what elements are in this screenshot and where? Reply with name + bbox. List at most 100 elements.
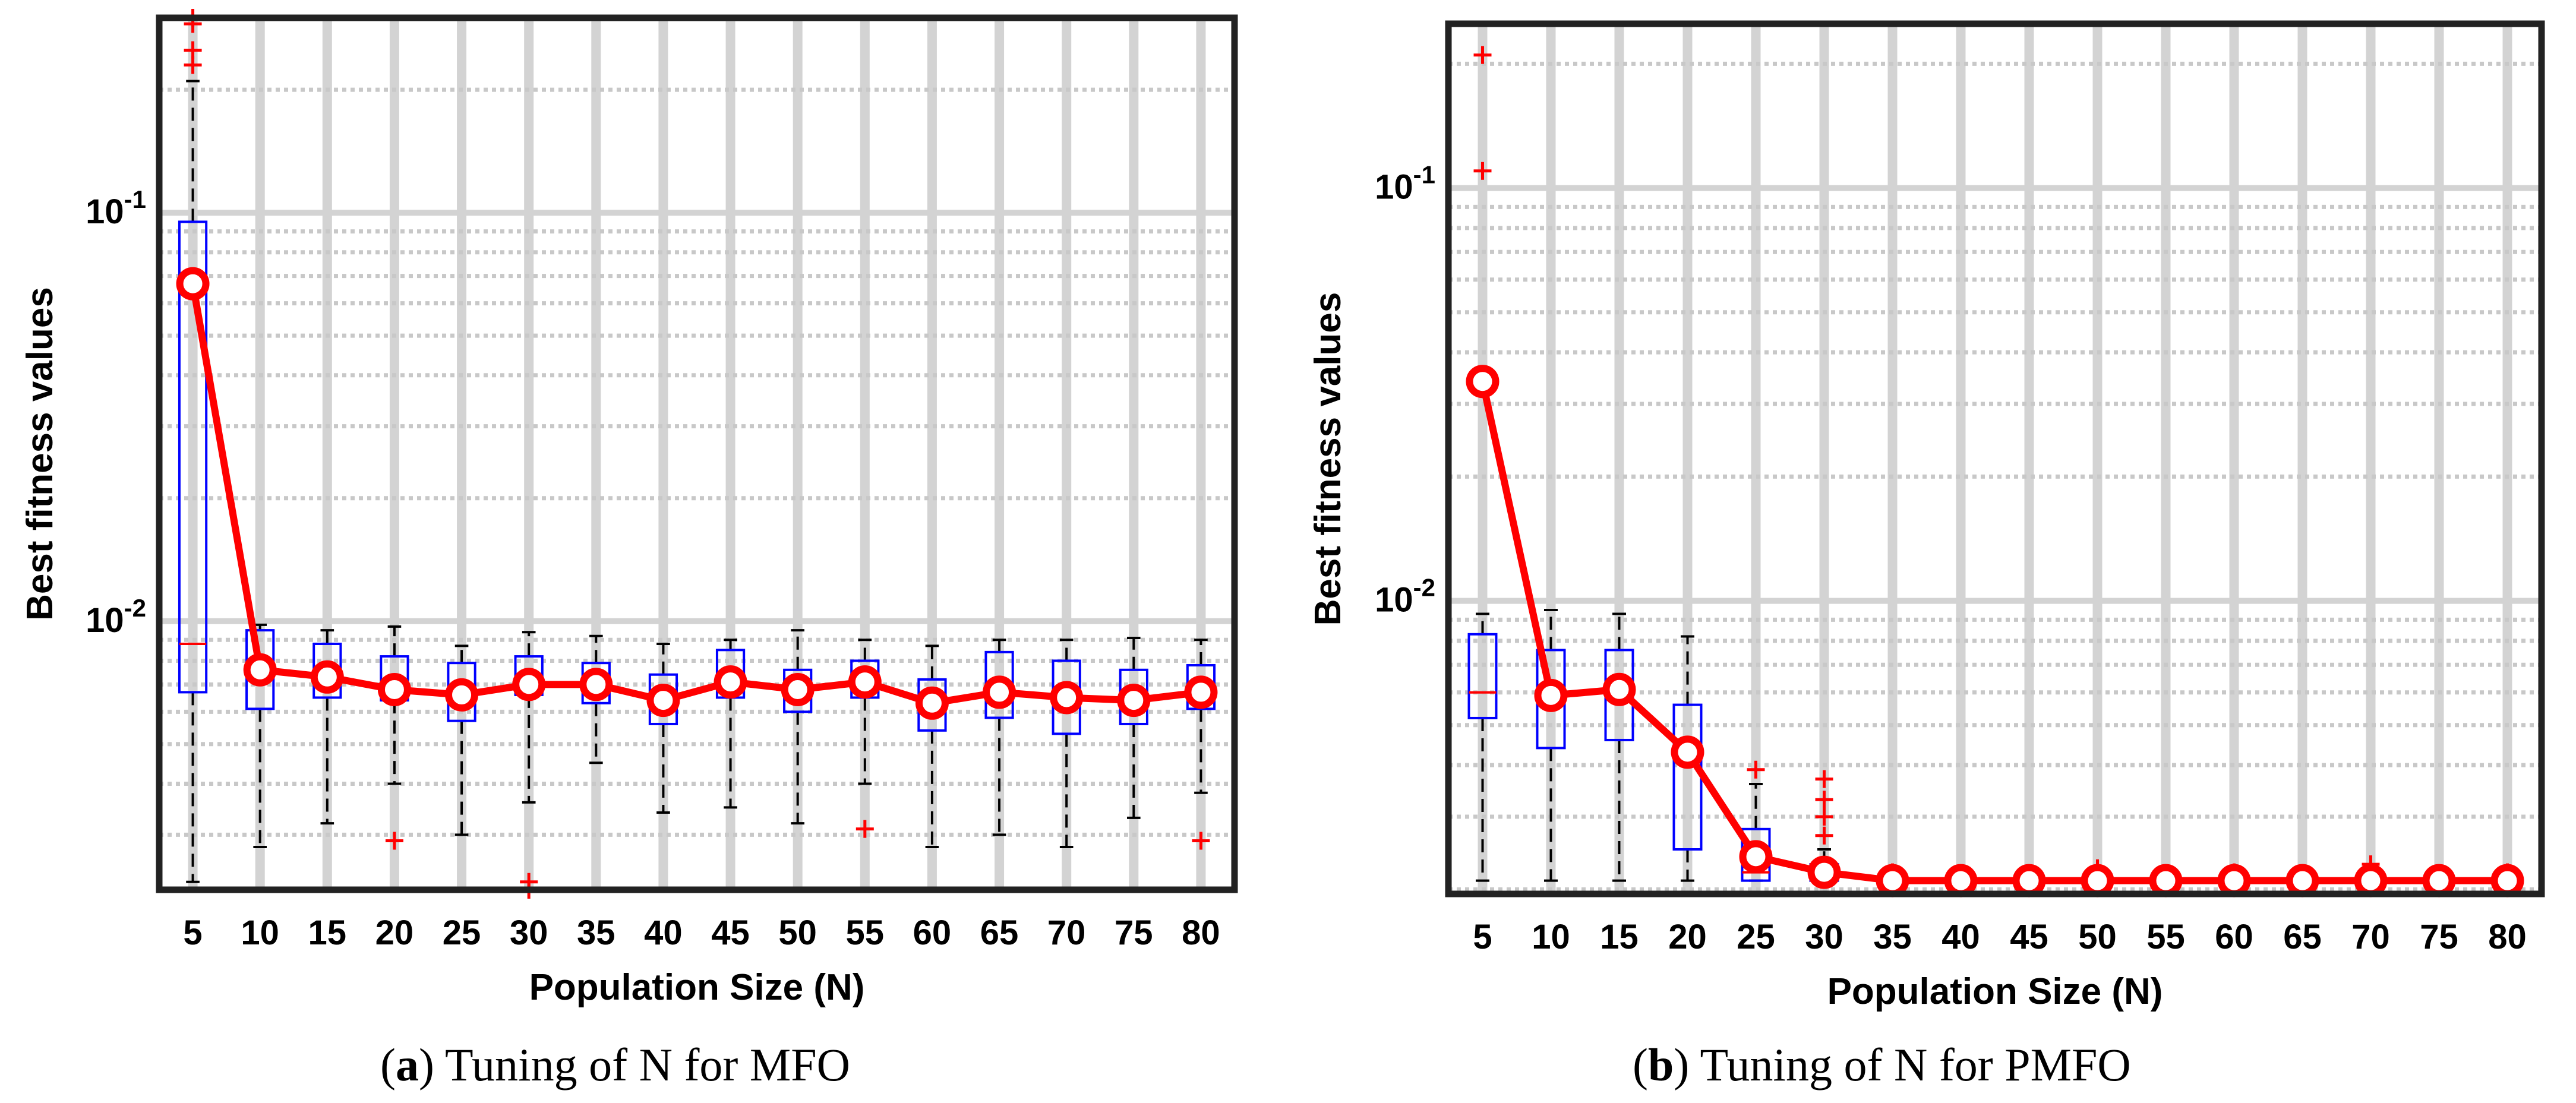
x-tick-label: 45 bbox=[2010, 918, 2048, 956]
mean-point bbox=[2149, 864, 2183, 897]
box bbox=[178, 220, 208, 694]
mean-point bbox=[1876, 864, 1909, 897]
mean-point bbox=[377, 672, 411, 706]
mean-point bbox=[310, 660, 344, 694]
mean-point bbox=[243, 653, 277, 687]
boxplot-75 bbox=[1119, 636, 1148, 819]
x-tick-label: 65 bbox=[980, 914, 1019, 952]
x-tick-label: 10 bbox=[241, 914, 279, 952]
x-tick-label: 80 bbox=[1182, 914, 1220, 952]
x-tick-label: 45 bbox=[711, 914, 750, 952]
boxplot-5 bbox=[178, 9, 208, 883]
mean-point bbox=[1117, 684, 1151, 718]
x-tick-label: 40 bbox=[1942, 918, 1980, 956]
mean-line bbox=[1479, 380, 2508, 884]
boxplot-5 bbox=[1467, 46, 1498, 882]
vertical-gridlines bbox=[1478, 24, 2512, 894]
x-tick-label: 50 bbox=[778, 914, 817, 952]
x-tick-label: 40 bbox=[644, 914, 683, 952]
mean-point bbox=[1534, 678, 1568, 712]
x-tick-label: 35 bbox=[577, 914, 615, 952]
mean-point bbox=[1739, 840, 1773, 874]
outlier-marker bbox=[1192, 832, 1210, 850]
y-axis-title: Best fitness values bbox=[20, 287, 61, 621]
mean-point bbox=[1807, 855, 1841, 889]
y-tick-label: 10-1 bbox=[1375, 161, 1435, 207]
x-tick-label: 35 bbox=[1873, 918, 1912, 956]
x-tick-label: 5 bbox=[1473, 918, 1492, 956]
mean-point bbox=[1050, 681, 1084, 715]
x-tick-label: 70 bbox=[2351, 918, 2390, 956]
mean-point bbox=[2354, 864, 2388, 897]
caption-a-text: Tuning of N for MFO bbox=[434, 1039, 850, 1091]
x-tick-label: 25 bbox=[443, 914, 481, 952]
mean-point bbox=[781, 672, 815, 706]
caption-b: (b) Tuning of N for PMFO bbox=[1633, 1039, 2131, 1091]
horizontal-gridlines bbox=[1448, 61, 2542, 892]
mean-point bbox=[2081, 864, 2114, 897]
box bbox=[1467, 633, 1498, 719]
caption-a: (a) Tuning of N for MFO bbox=[380, 1039, 850, 1091]
panel-b: 5 10 15 20 25 30 35 40 45 50 55 60 65 70 75 80 10-2 10-1 P… bbox=[1288, 0, 2576, 1103]
outlier-marker bbox=[855, 820, 874, 838]
chart-a: 5 10 15 20 25 30 35 40 45 50 55 60 65 70 75 80 10-2 10-1 P… bbox=[20, 9, 1238, 1008]
x-axis-title: Population Size (N) bbox=[529, 967, 865, 1008]
x-tick-label: 60 bbox=[913, 914, 952, 952]
outlier-marker bbox=[1747, 760, 1765, 779]
y-axis-title: Best fitness values bbox=[1308, 292, 1349, 626]
outlier-marker bbox=[1473, 162, 1492, 180]
caption-b-label: b bbox=[1647, 1039, 1674, 1091]
mean-point bbox=[646, 684, 680, 718]
x-tick-label: 75 bbox=[1115, 914, 1153, 952]
caption-b-text: Tuning of N for PMFO bbox=[1689, 1039, 2131, 1091]
x-tick-label: 15 bbox=[1600, 918, 1639, 956]
mean-point bbox=[512, 668, 546, 701]
mean-point bbox=[2012, 864, 2046, 897]
mean-point bbox=[579, 668, 613, 701]
mean-point bbox=[1602, 672, 1636, 706]
outlier-marker bbox=[1815, 770, 1833, 788]
panel-a: 5 10 15 20 25 30 35 40 45 50 55 60 65 70 75 80 10-2 10-1 P… bbox=[20, 9, 1238, 1091]
mean-point bbox=[2422, 864, 2456, 897]
x-tick-label: 25 bbox=[1737, 918, 1775, 956]
plot-frame bbox=[156, 14, 1238, 893]
mean-point bbox=[1944, 864, 1978, 897]
x-tick-label: 80 bbox=[2488, 918, 2527, 956]
mean-point bbox=[2490, 864, 2524, 897]
boxplot-40 bbox=[648, 642, 678, 814]
caption-a-label: a bbox=[395, 1039, 419, 1091]
horizontal-gridlines bbox=[159, 87, 1235, 837]
outlier-marker bbox=[385, 832, 403, 850]
mean-point bbox=[1466, 365, 1499, 399]
outlier-marker bbox=[1815, 807, 1833, 826]
mean-point bbox=[1671, 735, 1704, 769]
mean-point bbox=[2285, 864, 2319, 897]
x-tick-label: 5 bbox=[183, 914, 202, 952]
mean-point bbox=[983, 675, 1016, 709]
chart-b: 5 10 15 20 25 30 35 40 45 50 55 60 65 70 75 80 10-2 10-1 P… bbox=[1308, 20, 2545, 1012]
outlier-marker bbox=[184, 41, 202, 59]
mean-point bbox=[176, 267, 210, 301]
mean-line bbox=[189, 283, 1202, 707]
outlier-marker bbox=[1815, 791, 1833, 809]
x-tick-label: 70 bbox=[1047, 914, 1086, 952]
x-tick-label: 50 bbox=[2078, 918, 2117, 956]
mean-point bbox=[1184, 675, 1218, 709]
x-tick-label: 55 bbox=[2146, 918, 2185, 956]
x-axis-title: Population Size (N) bbox=[1827, 971, 2163, 1012]
x-tick-label: 60 bbox=[2215, 918, 2253, 956]
y-tick-label: 10-1 bbox=[86, 185, 146, 231]
x-tick-label: 65 bbox=[2283, 918, 2322, 956]
x-tick-label: 55 bbox=[846, 914, 885, 952]
mean-point bbox=[915, 686, 949, 720]
x-tick-label: 30 bbox=[1805, 918, 1843, 956]
y-tick-label: 10-2 bbox=[1375, 574, 1435, 620]
vertical-gridlines bbox=[188, 18, 1206, 890]
outlier-marker bbox=[1473, 46, 1492, 64]
x-tick-label: 20 bbox=[1668, 918, 1707, 956]
x-tick-label: 15 bbox=[308, 914, 347, 952]
y-tick-label: 10-2 bbox=[86, 594, 146, 640]
x-tick-label: 30 bbox=[510, 914, 548, 952]
mean-point bbox=[714, 665, 747, 699]
